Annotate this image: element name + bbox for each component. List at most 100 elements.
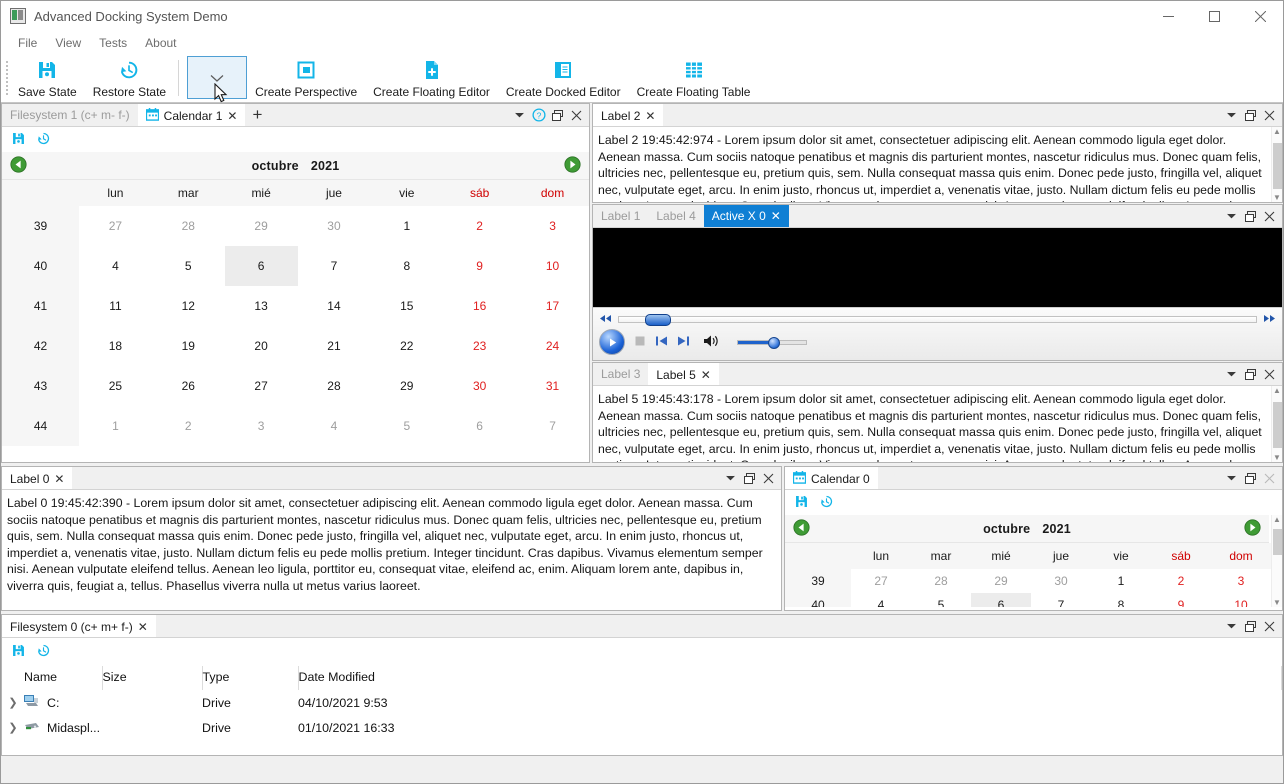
help-icon[interactable]: ? — [530, 106, 547, 125]
expand-arrow-icon[interactable]: ❯ — [8, 722, 18, 734]
calendar-day-cell[interactable]: 22 — [400, 339, 414, 353]
calendar-day-cell[interactable]: 5 — [184, 259, 192, 273]
calendar-0-scrollbar[interactable]: ▲ ▼ — [1271, 515, 1282, 607]
close-icon[interactable] — [1261, 365, 1278, 384]
tab-label-0[interactable]: Label 0 ✕ — [2, 467, 73, 489]
tab-label-4[interactable]: Label 4 — [648, 205, 704, 227]
close-icon[interactable]: ✕ — [227, 108, 238, 123]
tab-filesystem-0[interactable]: Filesystem 0 (c+ m+ f-) ✕ — [2, 615, 156, 637]
minimize-icon[interactable] — [1145, 1, 1191, 32]
next-month-icon[interactable] — [1244, 518, 1261, 539]
calendar-day-cell[interactable]: 24 — [545, 339, 560, 353]
calendar-day-cell[interactable]: 15 — [400, 299, 414, 313]
previous-track-icon[interactable] — [655, 335, 668, 350]
table-row[interactable]: ❯ Midaspl... Drive 01/10/2021 16:33 — [2, 715, 1282, 740]
calendar-day-cell[interactable]: 29 — [254, 219, 268, 233]
calendar-1-grid[interactable]: lun mar mié jue vie sáb dom 39 27 28 29 30 1 2 3 40 4 5 6 7… — [2, 180, 589, 446]
maximize-icon[interactable] — [1191, 1, 1237, 32]
calendar-day-cell[interactable]: 7 — [1057, 598, 1065, 607]
close-icon[interactable]: ✕ — [770, 209, 781, 223]
float-icon[interactable] — [1242, 469, 1259, 488]
calendar-day-cell[interactable]: 27 — [108, 219, 123, 233]
prev-month-icon[interactable] — [10, 155, 27, 176]
restore-icon[interactable] — [819, 494, 834, 512]
calendar-day-cell[interactable]: 12 — [181, 299, 195, 313]
calendar-day-cell[interactable]: 2 — [1177, 574, 1185, 588]
calendar-day-cell[interactable]: 10 — [545, 259, 560, 273]
volume-thumb[interactable] — [768, 336, 780, 349]
calendar-day-cell[interactable]: 9 — [476, 259, 483, 273]
float-icon[interactable] — [549, 106, 566, 125]
prev-month-icon[interactable] — [793, 518, 810, 539]
tab-label-2[interactable]: Label 2 ✕ — [593, 104, 664, 126]
perspective-dropdown-button[interactable] — [187, 56, 248, 103]
calendar-day-cell[interactable]: 18 — [108, 339, 123, 353]
calendar-day-cell[interactable]: 9 — [1177, 598, 1185, 607]
close-icon[interactable] — [568, 106, 585, 125]
calendar-day-cell[interactable]: 26 — [181, 379, 195, 393]
volume-slider[interactable] — [737, 336, 807, 349]
calendar-day-cell[interactable]: 17 — [545, 299, 560, 313]
calendar-day-cell[interactable]: 3 — [1237, 574, 1245, 588]
expand-arrow-icon[interactable]: ❯ — [8, 697, 18, 709]
calendar-day-cell[interactable]: 20 — [254, 339, 268, 353]
calendar-day-cell[interactable]: 4 — [877, 598, 885, 607]
calendar-day-cell[interactable]: 30 — [327, 219, 341, 233]
calendar-day-cell[interactable]: 3 — [257, 419, 265, 433]
tab-calendar-1[interactable]: Calendar 1 ✕ — [137, 104, 246, 126]
close-icon[interactable]: ✕ — [700, 367, 711, 382]
scroll-down-icon[interactable]: ▼ — [1273, 193, 1281, 202]
calendar-0-grid[interactable]: lun mar mié jue vie sáb dom 39 27 28 29 30 1 2 3 40 4 5 6 7… — [785, 543, 1271, 607]
scroll-up-icon[interactable]: ▲ — [1273, 386, 1281, 395]
seek-slider[interactable] — [618, 313, 1257, 326]
create-perspective-button[interactable]: Create Perspective — [247, 54, 365, 102]
close-icon[interactable] — [760, 469, 777, 488]
calendar-day-cell[interactable]: 5 — [403, 419, 411, 433]
close-icon[interactable] — [1261, 617, 1278, 636]
save-icon[interactable] — [794, 494, 809, 512]
float-icon[interactable] — [1242, 106, 1259, 125]
calendar-day-cell[interactable]: 2 — [476, 219, 483, 233]
restore-icon[interactable] — [36, 643, 51, 661]
scroll-down-icon[interactable]: ▼ — [1273, 453, 1281, 462]
calendar-day-cell[interactable]: 19 — [181, 339, 195, 353]
close-icon[interactable]: ✕ — [645, 108, 656, 123]
calendar-day-cell[interactable]: 27 — [874, 574, 888, 588]
chevron-down-icon[interactable] — [1223, 365, 1240, 384]
scroll-down-icon[interactable]: ▼ — [1273, 598, 1281, 607]
restore-state-button[interactable]: Restore State — [85, 54, 174, 102]
menu-item-file[interactable]: File — [18, 36, 38, 50]
calendar-day-cell[interactable]: 5 — [937, 598, 945, 607]
create-floating-table-button[interactable]: Create Floating Table — [629, 54, 759, 102]
next-track-icon[interactable] — [677, 335, 690, 350]
calendar-day-cell[interactable]: 23 — [472, 339, 487, 353]
calendar-day-cell[interactable]: 29 — [400, 379, 414, 393]
media-video-area[interactable] — [593, 228, 1282, 307]
calendar-day-cell[interactable]: 4 — [112, 259, 119, 273]
label-5-scrollbar[interactable]: ▲ ▼ — [1271, 386, 1282, 462]
chevron-down-icon[interactable] — [1223, 106, 1240, 125]
stop-icon[interactable] — [634, 335, 646, 350]
save-icon[interactable] — [11, 131, 26, 149]
calendar-day-cell[interactable]: 11 — [109, 299, 122, 313]
calendar-day-cell[interactable]: 28 — [327, 379, 341, 393]
scroll-up-icon[interactable]: ▲ — [1273, 515, 1281, 524]
calendar-day-cell[interactable]: 1 — [1117, 574, 1125, 588]
calendar-day-cell[interactable]: 4 — [330, 419, 338, 433]
scroll-up-icon[interactable]: ▲ — [1273, 127, 1281, 136]
calendar-day-cell[interactable]: 10 — [1234, 598, 1248, 607]
close-icon[interactable]: ✕ — [137, 619, 148, 634]
close-icon[interactable] — [1261, 469, 1278, 488]
create-docked-editor-button[interactable]: Create Docked Editor — [498, 54, 629, 102]
chevron-down-icon[interactable] — [511, 106, 528, 125]
close-icon[interactable] — [1261, 106, 1278, 125]
calendar-day-cell[interactable]: 14 — [327, 299, 341, 313]
save-icon[interactable] — [11, 643, 26, 661]
calendar-day-cell[interactable]: 7 — [330, 259, 338, 273]
calendar-day-cell[interactable]: 1 — [112, 419, 119, 433]
fast-forward-icon[interactable] — [1263, 312, 1276, 326]
chevron-down-icon[interactable] — [1223, 207, 1240, 226]
chevron-down-icon[interactable] — [1223, 617, 1240, 636]
close-icon[interactable]: ✕ — [54, 471, 65, 486]
tab-filesystem-1[interactable]: Filesystem 1 (c+ m- f-) — [2, 104, 138, 126]
